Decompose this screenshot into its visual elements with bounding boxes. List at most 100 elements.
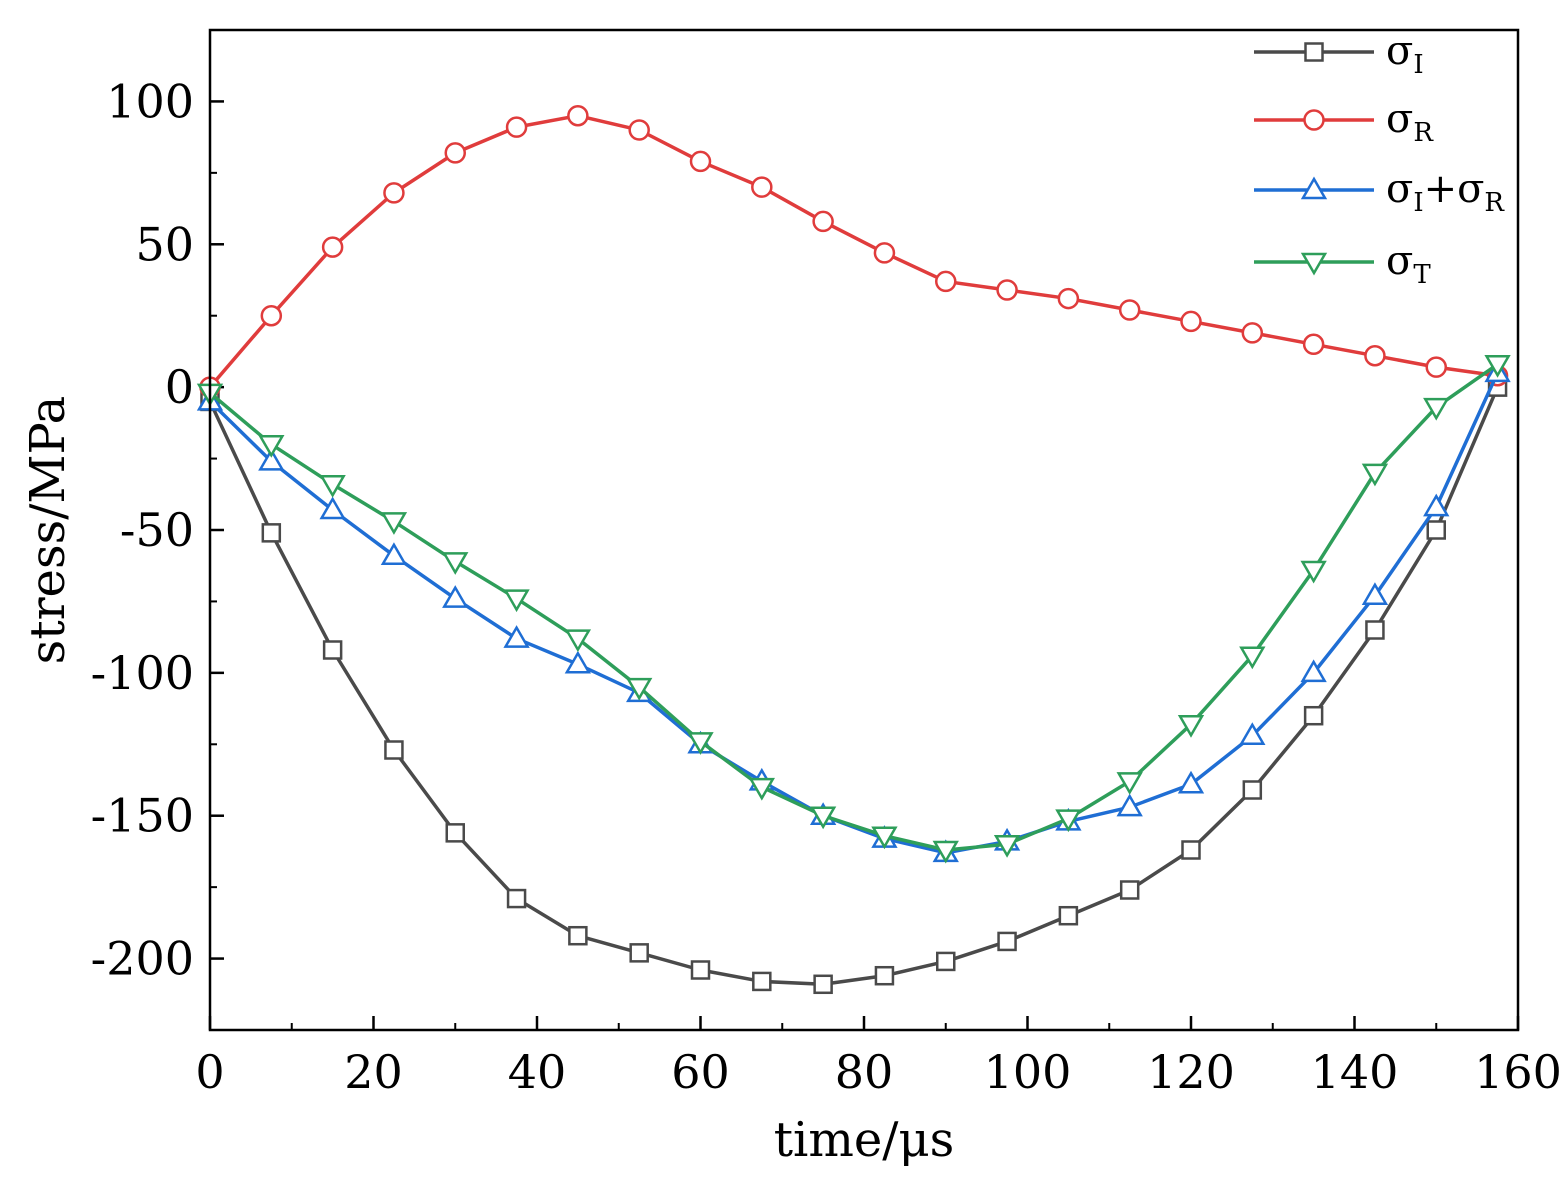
data-point <box>445 823 465 843</box>
legend-marker <box>1300 176 1328 200</box>
y-tick-label: 100 <box>106 74 194 128</box>
data-point <box>260 304 283 327</box>
data-point <box>444 142 466 164</box>
data-point <box>1116 772 1143 795</box>
legend-label: σR <box>1386 96 1434 148</box>
x-tick-label: 60 <box>671 1045 730 1099</box>
data-point <box>1058 905 1079 926</box>
data-point <box>1116 793 1143 817</box>
data-point <box>505 116 528 138</box>
series-layer <box>196 104 1511 995</box>
legend-label: σT <box>1386 238 1431 290</box>
x-tick-label: 0 <box>195 1045 224 1099</box>
data-point <box>936 951 956 972</box>
data-point <box>384 740 404 760</box>
data-point <box>380 512 408 535</box>
data-point <box>1181 840 1201 860</box>
data-point <box>567 104 589 127</box>
data-point <box>809 806 837 830</box>
data-point <box>874 965 895 986</box>
x-tick-label: 40 <box>508 1045 567 1099</box>
data-point <box>1303 705 1324 726</box>
data-point <box>564 629 592 653</box>
data-point <box>748 777 775 801</box>
data-point <box>319 496 346 520</box>
series-line <box>208 113 1498 389</box>
data-point <box>1118 299 1141 321</box>
data-point <box>873 242 896 264</box>
data-point <box>1241 322 1264 344</box>
data-point <box>1239 646 1266 670</box>
data-point <box>503 625 530 648</box>
legend-label: σI <box>1386 28 1424 80</box>
y-tick-label: 0 <box>165 360 194 414</box>
data-point <box>1057 287 1080 310</box>
data-point <box>1242 780 1263 800</box>
x-tick-label: 100 <box>984 1045 1072 1099</box>
data-point <box>751 176 773 198</box>
data-point <box>996 279 1018 301</box>
data-point <box>813 974 833 995</box>
data-point <box>1300 560 1327 584</box>
series-line <box>208 372 1500 855</box>
plot-frame <box>208 28 1520 1032</box>
legend-marker <box>1304 42 1324 62</box>
data-point <box>690 960 711 980</box>
legend-label: σI+σR <box>1386 166 1505 218</box>
data-point <box>1177 715 1205 738</box>
data-point <box>1180 310 1202 333</box>
data-point <box>628 119 650 141</box>
y-tick-label: -150 <box>91 789 194 843</box>
data-point <box>1425 356 1447 378</box>
x-axis-title: time/μs <box>774 1112 955 1168</box>
data-point <box>564 650 592 674</box>
series-i-plus-r <box>196 359 1511 863</box>
x-tick-label: 80 <box>835 1045 894 1099</box>
x-tick-label: 160 <box>1474 1045 1562 1099</box>
data-point <box>1423 493 1450 517</box>
data-point <box>319 475 346 498</box>
data-point <box>322 640 343 660</box>
legend-item: σI+σR <box>1254 166 1505 218</box>
data-point <box>383 182 405 204</box>
data-point <box>812 210 834 233</box>
x-tick-label: 120 <box>1147 1045 1235 1099</box>
data-point <box>1177 770 1205 794</box>
y-tick-label: -100 <box>91 646 194 700</box>
data-point <box>1364 344 1386 367</box>
data-point <box>503 589 530 613</box>
data-point <box>1302 333 1325 356</box>
data-point <box>258 447 285 471</box>
y-axis-title: stress/MPa <box>20 396 76 665</box>
data-point <box>1119 880 1140 900</box>
data-point <box>506 888 527 909</box>
y-tick-label: -50 <box>120 503 194 557</box>
x-tick-label: 140 <box>1311 1045 1399 1099</box>
data-point <box>935 270 957 293</box>
series-t <box>196 355 1511 864</box>
data-point <box>997 931 1017 952</box>
data-point <box>1361 463 1389 487</box>
data-point <box>1426 520 1446 540</box>
legend: σI σR σI+σR σT <box>1254 28 1505 290</box>
series-i <box>200 377 1508 995</box>
data-point <box>1055 809 1082 833</box>
data-point <box>442 552 469 575</box>
data-point <box>752 971 772 992</box>
data-point <box>568 925 588 946</box>
data-point <box>1423 397 1450 421</box>
legend-item: σI <box>1254 28 1424 80</box>
data-point <box>687 732 714 755</box>
data-point <box>1484 355 1511 378</box>
data-point <box>993 835 1021 858</box>
x-tick-label: 20 <box>344 1045 403 1099</box>
series-line <box>208 386 1500 987</box>
data-point <box>1365 620 1385 640</box>
data-point <box>1300 659 1327 683</box>
data-point <box>261 523 282 543</box>
data-point <box>1239 722 1266 745</box>
legend-marker <box>1303 109 1325 131</box>
data-point <box>1361 582 1389 605</box>
legend-item: σR <box>1254 96 1434 148</box>
